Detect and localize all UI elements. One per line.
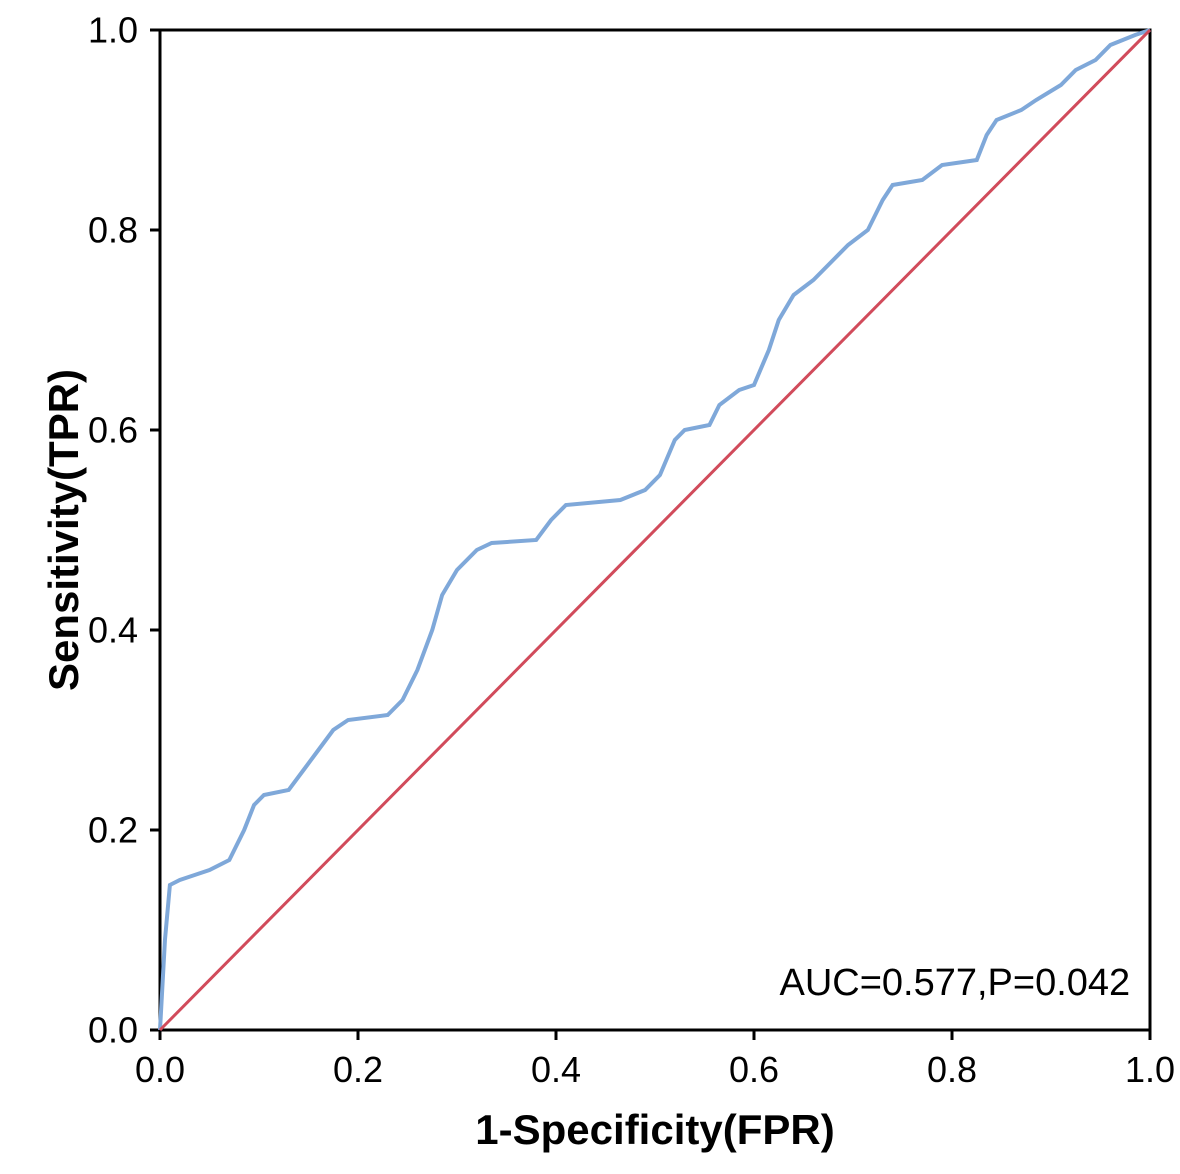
x-tick-label: 1.0 bbox=[1125, 1049, 1175, 1090]
auc-annotation: AUC=0.577,P=0.042 bbox=[779, 962, 1130, 1004]
y-tick-label: 0.8 bbox=[88, 210, 138, 251]
x-tick-label: 0.4 bbox=[531, 1049, 581, 1090]
y-axis-label: Sensitivity(TPR) bbox=[40, 369, 87, 691]
chart-svg: 0.0 0.2 0.4 0.6 0.8 1.0 1-Specificity(FPR) 0.0 0… bbox=[0, 0, 1180, 1174]
x-tick-label: 0.6 bbox=[729, 1049, 779, 1090]
y-tick-label: 0.4 bbox=[88, 610, 138, 651]
x-tick-label: 0.8 bbox=[927, 1049, 977, 1090]
y-tick-label: 0.0 bbox=[88, 1010, 138, 1051]
x-axis-label: 1-Specificity(FPR) bbox=[475, 1106, 834, 1153]
x-tick-label: 0.2 bbox=[333, 1049, 383, 1090]
y-tick-label: 0.2 bbox=[88, 810, 138, 851]
x-tick-label: 0.0 bbox=[135, 1049, 185, 1090]
roc-chart: 0.0 0.2 0.4 0.6 0.8 1.0 1-Specificity(FPR) 0.0 0… bbox=[0, 0, 1180, 1174]
y-tick-label: 0.6 bbox=[88, 410, 138, 451]
y-tick-label: 1.0 bbox=[88, 10, 138, 51]
